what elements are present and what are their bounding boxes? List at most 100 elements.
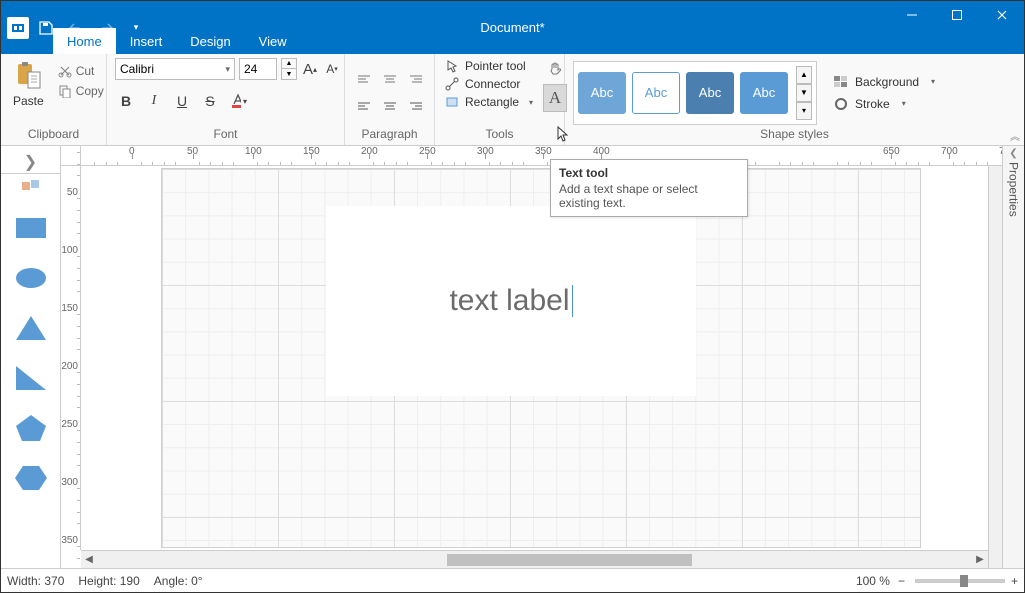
shapes-panel-collapse[interactable]: ❯ [1,150,60,174]
group-clipboard-label: Clipboard [9,127,98,143]
align-right-button[interactable] [405,95,427,117]
bold-button[interactable]: B [117,92,135,110]
font-size-select[interactable]: 24 [239,58,277,80]
align-center-button[interactable] [379,95,401,117]
strike-button[interactable]: S [201,92,219,110]
style-swatch-1[interactable]: Abc [578,72,626,114]
step-up-icon[interactable]: ▲ [282,59,296,69]
tooltip: Text tool Add a text shape or select exi… [550,159,748,217]
cut-label: Cut [76,64,95,78]
style-swatch-3[interactable]: Abc [686,72,734,114]
shape-pentagon[interactable] [11,408,51,448]
paste-button[interactable]: Paste [9,58,48,110]
rectangle-tool-button[interactable]: Rectangle ▾ [443,94,535,110]
connector-tool-button[interactable]: Connector [443,76,535,92]
pan-tool-button[interactable] [544,58,566,80]
scroll-left-button[interactable]: ◀ [81,552,97,568]
ruler-tick: 0 [129,146,135,157]
canvas[interactable]: text label [81,166,1002,550]
shape-hexagon[interactable] [11,458,51,498]
copy-button[interactable]: Copy [54,82,108,100]
vertical-scrollbar[interactable] [988,166,1002,568]
ruler-tick: 650 [883,146,900,157]
align-left-button[interactable] [353,95,375,117]
font-color-button[interactable]: ▾ [229,92,247,110]
app-icon[interactable] [7,17,29,39]
text-tool-button[interactable]: A [543,84,567,112]
italic-button[interactable]: I [145,92,163,110]
shape-right-triangle[interactable] [11,358,51,398]
scroll-right-button[interactable]: ▶ [972,552,988,568]
font-name-select[interactable]: Calibri ▾ [115,58,235,80]
tab-insert[interactable]: Insert [116,28,177,54]
stroke-icon [833,97,849,111]
step-down-icon[interactable]: ▼ [282,69,296,79]
align-top-left-button[interactable] [353,69,375,91]
style-swatch-4[interactable]: Abc [740,72,788,114]
stroke-button[interactable]: Stroke ▾ [831,96,937,112]
zoom-in-button[interactable]: + [1011,574,1018,588]
font-size-value: 24 [244,62,257,76]
cut-button[interactable]: Cut [54,62,108,80]
vertical-ruler: 50100150200250300350 [61,166,81,550]
ruler-tick: 300 [477,146,494,157]
background-button[interactable]: Background ▾ [831,74,937,90]
pointer-tool-button[interactable]: Pointer tool [443,58,535,74]
style-swatch-2[interactable]: Abc [632,72,680,114]
zoom-out-button[interactable]: − [898,574,905,588]
text-shape[interactable]: text label [326,206,696,396]
chevron-down-icon: ▾ [902,99,906,108]
tab-design[interactable]: Design [176,28,244,54]
properties-expand-button[interactable]: ❮ [1009,148,1017,159]
connector-label: Connector [465,77,520,91]
zoom-value: 100 % [856,574,890,588]
font-size-stepper[interactable]: ▲▼ [281,58,297,80]
title-bar: ▾ Document* Home Insert Design View [1,1,1024,54]
properties-panel-collapsed: ❮ Properties [1002,146,1024,568]
gallery-more-button[interactable]: ▾ [796,102,812,120]
ruler-tick: 400 [593,146,610,157]
shrink-font-button[interactable]: A▾ [323,60,341,78]
scissors-icon [58,64,72,78]
canvas-area: 050100150200250300350400650700750800 501… [61,146,1002,568]
tooltip-body: Add a text shape or select existing text… [559,182,739,210]
ruler-tick: 100 [61,245,80,256]
shape-triangle[interactable] [11,308,51,348]
background-icon [833,75,849,89]
ruler-tick: 150 [61,303,80,314]
ruler-tick: 200 [61,361,80,372]
status-angle: Angle: 0° [154,574,203,588]
status-height: Height: 190 [78,574,139,588]
tab-view[interactable]: View [245,28,301,54]
copy-icon [58,84,72,98]
ruler-tick: 250 [61,419,80,430]
ruler-tick: 350 [535,146,552,157]
shape-ellipse[interactable] [11,258,51,298]
ruler-tick: 200 [361,146,378,157]
chevron-down-icon: ▾ [243,97,247,106]
align-top-right-button[interactable] [405,69,427,91]
underline-button[interactable]: U [173,92,191,110]
grow-font-button[interactable]: A▴ [301,60,319,78]
zoom-thumb[interactable] [960,575,968,587]
horizontal-scrollbar[interactable]: ◀ ▶ [81,550,988,568]
chevron-down-icon: ▾ [529,98,533,107]
pointer-label: Pointer tool [465,59,526,73]
scroll-thumb[interactable] [447,554,692,566]
minimize-button[interactable] [889,1,934,29]
tab-home[interactable]: Home [53,28,116,54]
collapse-ribbon-button[interactable]: ︽ [1010,128,1020,143]
zoom-slider[interactable] [915,579,1005,583]
rectangle-icon [445,95,459,109]
gallery-up-button[interactable]: ▲ [796,66,812,84]
close-button[interactable] [979,1,1024,29]
gallery-down-button[interactable]: ▼ [796,84,812,102]
ribbon: Paste Cut Copy Clipboard Calibri ▾ [1,54,1024,146]
align-top-center-button[interactable] [379,69,401,91]
shape-rectangle[interactable] [11,208,51,248]
maximize-button[interactable] [934,1,979,29]
status-width: Width: 370 [7,574,64,588]
text-cursor [572,285,573,317]
text-tool-icon: A [549,88,561,108]
scroll-track[interactable] [97,554,972,566]
